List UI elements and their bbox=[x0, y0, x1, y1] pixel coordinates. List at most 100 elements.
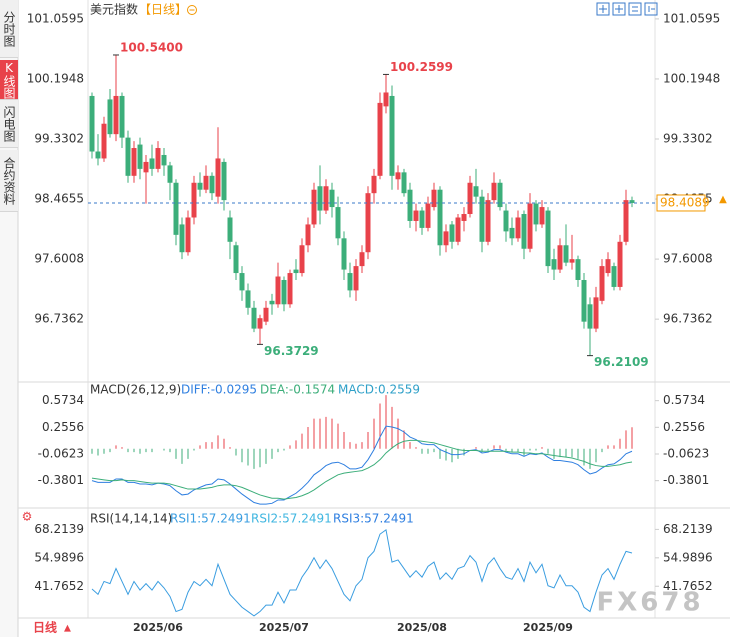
side-tab[interactable]: 分时图 bbox=[0, 0, 18, 58]
candle-body bbox=[311, 189, 317, 225]
candle-body bbox=[557, 245, 563, 270]
y-tick-label: 101.0595 bbox=[27, 11, 84, 25]
toolbar bbox=[596, 2, 658, 16]
candle-body bbox=[443, 231, 449, 246]
candle-body bbox=[113, 95, 119, 135]
candle-body bbox=[407, 189, 413, 221]
candle-body bbox=[527, 203, 533, 249]
y-tick-label: 101.0595 bbox=[663, 11, 720, 25]
y-tick-label: 68.2139 bbox=[34, 522, 84, 536]
side-tab[interactable]: 闪电图 bbox=[0, 100, 18, 148]
period-arrow: ▲ bbox=[64, 624, 71, 634]
candle-body bbox=[269, 300, 275, 305]
candle-body bbox=[419, 210, 425, 228]
candle-body bbox=[299, 245, 305, 274]
tool-icon[interactable] bbox=[628, 2, 642, 16]
tool-icon[interactable] bbox=[612, 2, 626, 16]
tool-icon[interactable] bbox=[596, 2, 610, 16]
candle-body bbox=[173, 182, 179, 235]
candle-body bbox=[107, 99, 113, 135]
last-price-box bbox=[656, 194, 706, 212]
extreme-label: 96.3729 bbox=[264, 344, 319, 358]
y-tick-label: 98.4655 bbox=[34, 192, 84, 206]
y-tick-label: -0.0623 bbox=[38, 447, 84, 461]
candle-body bbox=[449, 224, 455, 242]
candle-body bbox=[503, 210, 509, 232]
candle-body bbox=[275, 276, 281, 305]
y-tick-label: -0.0623 bbox=[663, 447, 709, 461]
candle-body bbox=[521, 214, 527, 249]
candle-body bbox=[101, 123, 107, 159]
candle-body bbox=[455, 217, 461, 242]
indicator-line bbox=[91, 439, 633, 500]
candle-body bbox=[383, 92, 389, 107]
legend-entry: RSI1:57.2491 bbox=[170, 512, 251, 526]
legend-entry: RSI2:57.2491 bbox=[251, 512, 332, 526]
candle-body bbox=[203, 175, 209, 190]
candle-body bbox=[425, 203, 431, 228]
y-tick-label: 0.2556 bbox=[663, 420, 705, 434]
y-tick-label: 100.1948 bbox=[27, 71, 84, 85]
candle-body bbox=[389, 95, 395, 176]
y-tick-label: 68.2139 bbox=[663, 522, 713, 536]
candle-body bbox=[611, 266, 617, 287]
y-tick-label: 0.5734 bbox=[42, 393, 84, 407]
candle-body bbox=[317, 186, 323, 211]
candle-body bbox=[191, 182, 197, 218]
candle-body bbox=[137, 144, 143, 169]
candle-body bbox=[209, 175, 215, 194]
candle-body bbox=[491, 182, 497, 201]
candle-body bbox=[497, 182, 503, 208]
side-tab[interactable]: K线图 bbox=[0, 60, 18, 100]
candle-body bbox=[629, 200, 635, 203]
candle-body bbox=[233, 245, 239, 274]
extreme-label: 96.2109 bbox=[594, 355, 649, 369]
side-tab[interactable]: 合约资料 bbox=[0, 150, 18, 212]
candle-body bbox=[149, 158, 155, 169]
candle-body bbox=[263, 307, 269, 322]
y-tick-label: 99.3302 bbox=[663, 131, 713, 145]
candle-body bbox=[281, 279, 287, 305]
candle-body bbox=[413, 210, 419, 221]
legend-entry: MACD:0.2559 bbox=[338, 383, 420, 397]
tool-icon[interactable] bbox=[644, 2, 658, 16]
candle-body bbox=[329, 189, 335, 208]
candle-body bbox=[431, 189, 437, 208]
candle-body bbox=[371, 175, 377, 194]
collapse-icon[interactable] bbox=[187, 5, 197, 15]
y-tick-label: -0.3801 bbox=[38, 473, 84, 487]
candle-body bbox=[221, 161, 227, 201]
candle-body bbox=[95, 151, 101, 159]
candle-body bbox=[617, 241, 623, 287]
x-tick-label: 2025/07 bbox=[259, 621, 309, 634]
legend-entry: DEA:-0.1574 bbox=[260, 383, 335, 397]
legend-entry: DIFF:-0.0295 bbox=[181, 383, 257, 397]
y-tick-label: 54.9896 bbox=[34, 550, 84, 564]
candle-body bbox=[551, 259, 557, 270]
extreme-label: 100.5400 bbox=[120, 40, 183, 54]
candle-body bbox=[185, 217, 191, 253]
candle-body bbox=[155, 148, 161, 169]
candle-body bbox=[623, 200, 629, 242]
candle-body bbox=[467, 182, 473, 215]
indicator-title: MACD(26,12,9) bbox=[90, 383, 181, 397]
candle-body bbox=[341, 238, 347, 270]
last-price-label: 98.4089 bbox=[660, 195, 710, 209]
candle-body bbox=[479, 196, 485, 242]
candle-body bbox=[179, 224, 185, 253]
candle-body bbox=[167, 165, 173, 183]
candle-body bbox=[245, 290, 251, 308]
candle-body bbox=[593, 297, 599, 329]
candle-body bbox=[545, 210, 551, 267]
x-tick-label: 2025/06 bbox=[133, 621, 183, 634]
legend-entry: RSI3:57.2491 bbox=[333, 512, 414, 526]
period-button[interactable]: 日线 bbox=[33, 620, 57, 635]
y-tick-label: 97.6008 bbox=[663, 252, 713, 266]
candle-body bbox=[353, 266, 359, 291]
y-tick-label: -0.3801 bbox=[663, 473, 709, 487]
settings-icon[interactable]: ⚙ bbox=[22, 510, 33, 524]
indicator-title: RSI(14,14,14) bbox=[90, 512, 172, 526]
period-label: 【日线】 bbox=[139, 3, 187, 17]
